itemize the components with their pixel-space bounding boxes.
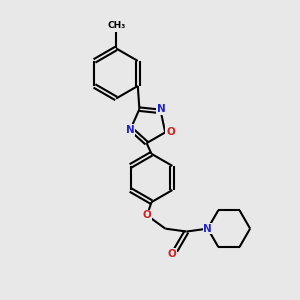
Text: CH₃: CH₃ <box>108 21 126 30</box>
Text: N: N <box>157 104 166 114</box>
Text: O: O <box>167 249 176 259</box>
Text: O: O <box>143 210 152 220</box>
Text: N: N <box>126 125 134 135</box>
Text: O: O <box>166 127 175 137</box>
Text: N: N <box>203 224 212 234</box>
